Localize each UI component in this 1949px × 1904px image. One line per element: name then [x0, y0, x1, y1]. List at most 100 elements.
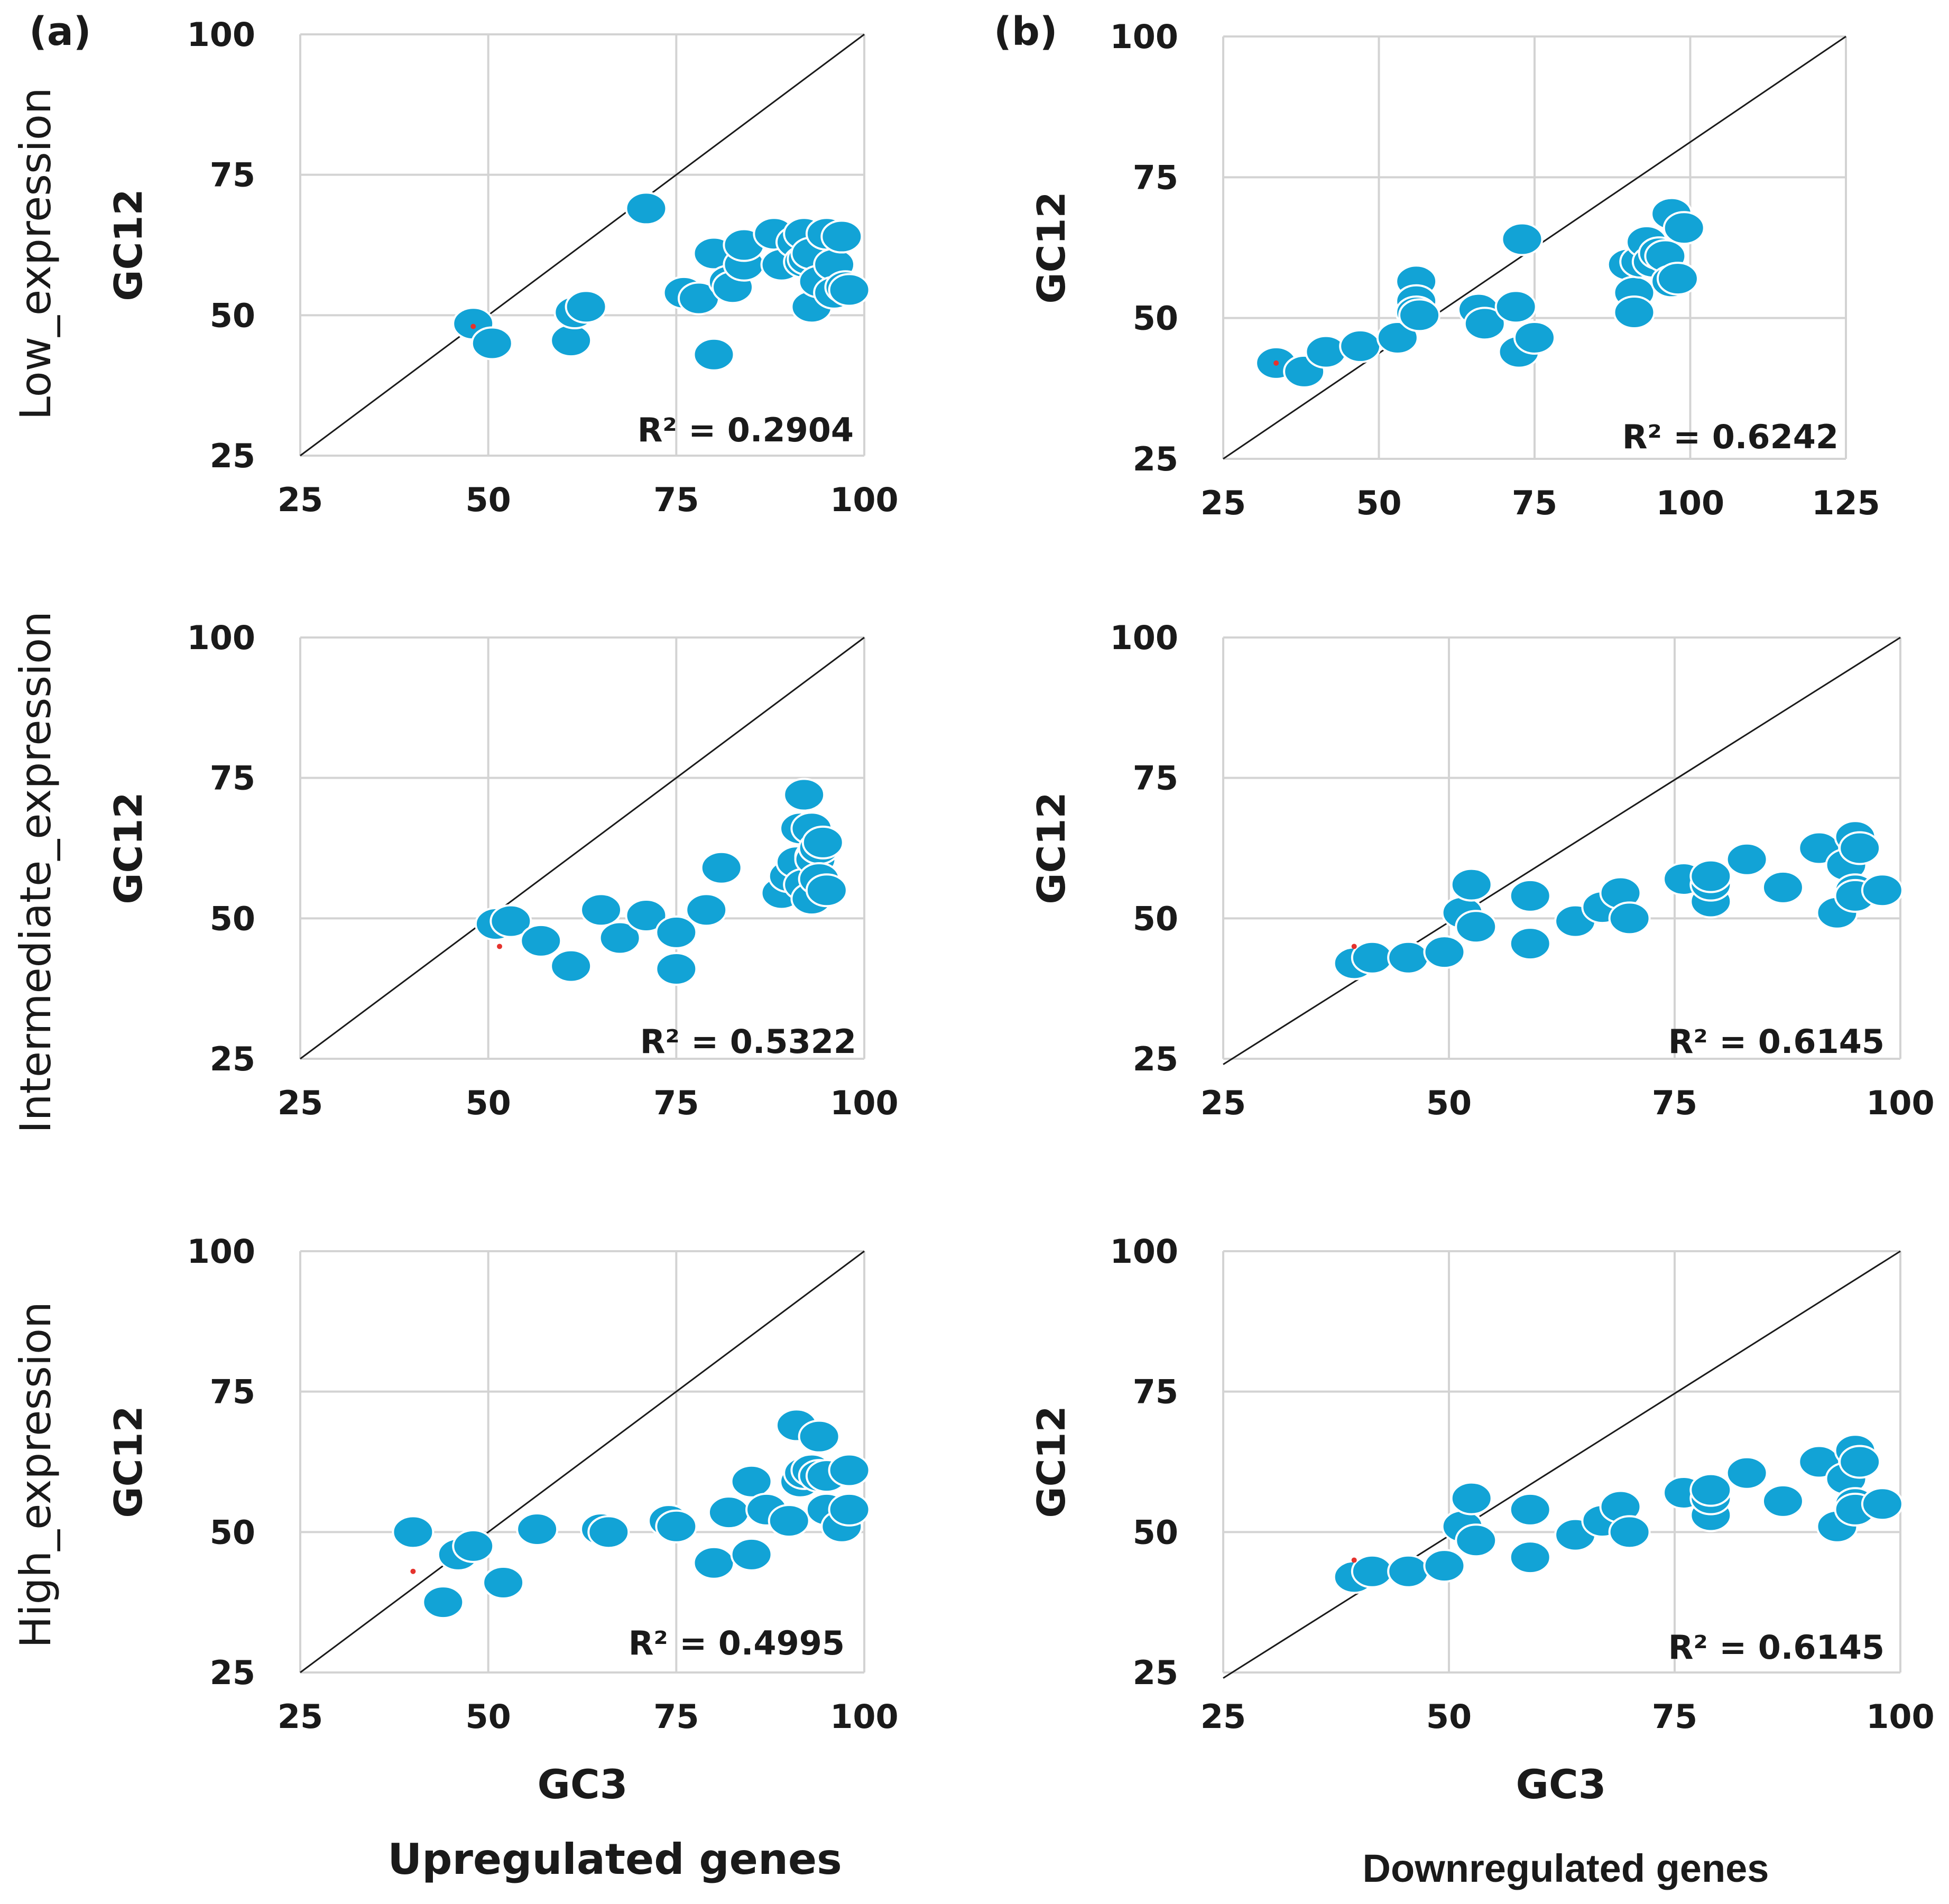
x-tick-label: 75: [653, 1084, 699, 1122]
x-tick-label: 25: [1200, 1084, 1246, 1122]
y-tick-label: 75: [1133, 158, 1178, 197]
y-axis-title: GC12: [1029, 191, 1074, 303]
y-tick-label: 50: [1133, 299, 1178, 338]
y-tick-label: 100: [1110, 1232, 1178, 1271]
x-axis-title-up: GC3: [537, 1761, 627, 1808]
x-tick-label: 25: [278, 1697, 323, 1736]
y-tick-label: 25: [210, 1040, 255, 1078]
r-squared-label: R² = 0.6242: [1622, 418, 1839, 456]
scatter-point: [707, 1495, 750, 1530]
x-tick-label: 100: [830, 480, 898, 519]
scatter-point: [1761, 870, 1804, 904]
y-axis-title: GC12: [1029, 1406, 1074, 1518]
outlier-point: [470, 324, 476, 329]
r-squared-label: R² = 0.4995: [629, 1624, 845, 1662]
outlier-point: [1273, 360, 1279, 366]
scatter-point: [1839, 1445, 1881, 1479]
scatter-point: [1423, 1549, 1466, 1583]
scatter-point: [580, 893, 623, 927]
y-tick-label: 50: [210, 899, 255, 938]
scatter-point: [783, 778, 826, 812]
chart-up-intermediate: 25 50 75 100 25 50 75 100 GC12 R² = 0.5322: [106, 618, 899, 1122]
scatter-point: [587, 1515, 630, 1549]
panel-letter-b: (b): [994, 9, 1058, 54]
chart-down-intermediate: 25 50 75 100 25 50 75 100 GC12 R² = 0.6145: [1029, 618, 1935, 1122]
scatter-point: [730, 1464, 773, 1499]
scatter-point: [1662, 211, 1705, 245]
outlier-point: [410, 1568, 416, 1574]
outlier-point: [497, 944, 503, 949]
y-tick-label: 25: [1133, 1040, 1178, 1078]
x-tick-label: 100: [830, 1084, 898, 1122]
scatter-point: [1839, 831, 1881, 865]
x-tick-label: 75: [653, 480, 699, 519]
y-tick-label: 100: [1110, 618, 1178, 657]
scatter-point: [1861, 873, 1904, 908]
y-tick-label: 50: [1133, 1513, 1178, 1551]
column-label-downregulated: Downregulated genes: [1363, 1846, 1769, 1890]
scatter-point: [1455, 910, 1498, 944]
x-tick-label: 50: [466, 1084, 511, 1122]
scatter-point: [1455, 1523, 1498, 1558]
scatter-point: [828, 1453, 871, 1487]
x-tick-label: 100: [1656, 484, 1724, 522]
chart-up-high: 25 50 75 100 25 50 75 100 GC12 R² = 0.4995: [106, 1232, 899, 1736]
scatter-point: [470, 326, 513, 361]
x-tick-label: 25: [278, 1084, 323, 1122]
scatter-point: [1509, 1492, 1551, 1527]
y-tick-label: 50: [210, 1513, 255, 1551]
x-tick-label: 75: [653, 1697, 699, 1736]
scatter-point: [1376, 320, 1419, 355]
x-tick-label: 75: [1652, 1084, 1697, 1122]
scatter-point: [1423, 935, 1466, 969]
reference-line: [1223, 636, 1901, 1065]
scatter-point: [1398, 298, 1441, 332]
scatter-point: [516, 1512, 559, 1547]
y-tick-label: 75: [210, 1373, 255, 1411]
y-axis-title: GC12: [106, 792, 151, 904]
scatter-point: [730, 1537, 773, 1572]
x-tick-label: 25: [1200, 484, 1246, 522]
r-squared-label: R² = 0.6145: [1668, 1022, 1885, 1061]
scatter-point: [1608, 1515, 1651, 1549]
y-tick-label: 75: [210, 156, 255, 195]
y-tick-label: 75: [210, 759, 255, 798]
scatter-point: [655, 915, 698, 949]
y-tick-label: 25: [210, 1653, 255, 1692]
x-tick-label: 100: [1866, 1084, 1934, 1122]
chart-down-high: 25 50 75 100 25 50 75 100 GC12 R² = 0.6145: [1029, 1232, 1935, 1736]
column-label-upregulated: Upregulated genes: [387, 1835, 842, 1884]
scatter-point: [1761, 1484, 1804, 1518]
scatter-point: [1387, 940, 1430, 975]
scatter-point: [692, 1546, 735, 1580]
scatter-point: [1351, 940, 1393, 975]
scatter-point: [1689, 1473, 1732, 1507]
x-axis-title-down: GC3: [1516, 1761, 1606, 1808]
scatter-point: [1509, 927, 1551, 961]
scatter-point: [520, 923, 562, 958]
scatter-point: [1339, 329, 1382, 363]
scatter-point: [700, 851, 743, 885]
scatter-point: [655, 951, 698, 986]
reference-line: [300, 33, 865, 457]
y-tick-label: 25: [1133, 440, 1178, 478]
y-tick-label: 75: [1133, 1373, 1178, 1411]
scatter-point: [422, 1585, 465, 1620]
scatter-point: [1513, 320, 1556, 355]
x-tick-label: 50: [466, 480, 511, 519]
x-tick-label: 50: [466, 1697, 511, 1736]
y-axis-title: GC12: [106, 1406, 151, 1518]
scatter-point: [1463, 307, 1506, 341]
scatter-point: [828, 273, 871, 307]
row-label-low: Low_expression: [11, 87, 60, 420]
x-tick-label: 125: [1812, 484, 1880, 522]
y-tick-label: 100: [1110, 17, 1178, 56]
x-tick-label: 50: [1356, 484, 1401, 522]
x-tick-label: 75: [1652, 1697, 1697, 1736]
outlier-point: [1351, 944, 1357, 949]
scatter-point: [550, 949, 593, 983]
row-label-high: High_expression: [11, 1301, 60, 1648]
scatter-point: [820, 219, 863, 254]
outlier-point: [1351, 1557, 1357, 1563]
scatter-point: [1501, 222, 1544, 256]
